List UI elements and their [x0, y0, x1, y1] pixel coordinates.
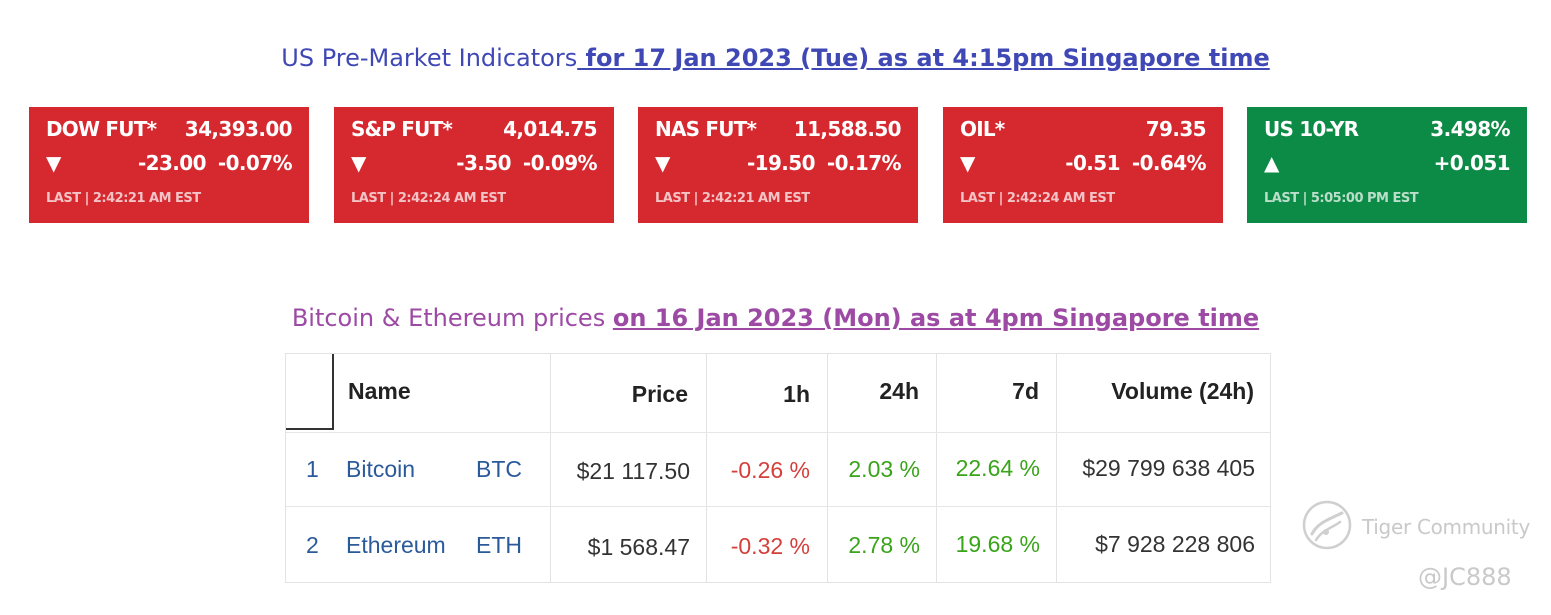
card-change: -23.00 — [137, 151, 207, 175]
row-rank: 2 — [306, 532, 319, 558]
card-price: 11,588.50 — [793, 117, 902, 141]
column-divider — [936, 354, 937, 582]
coin-change-7d: 22.64 % — [955, 455, 1040, 481]
header-1h[interactable]: 1h — [783, 381, 810, 407]
crypto-heading-plain: Bitcoin & Ethereum prices — [291, 304, 613, 332]
coin-ticker-link[interactable]: ETH — [476, 532, 522, 558]
card-last-updated: LAST | 2:42:24 AM EST — [351, 191, 506, 206]
coin-change-1h: -0.32 % — [730, 533, 810, 559]
coin-change-1h: -0.26 % — [730, 457, 810, 483]
down-arrow-icon: ▼ — [960, 151, 975, 175]
card-nasdaq-futures[interactable]: NAS FUT* 11,588.50 ▼ -19.50 -0.17% LAST | 2… — [638, 107, 918, 223]
watermark-brand: Tiger Community — [1362, 515, 1530, 539]
card-price: 79.35 — [1145, 117, 1207, 141]
row-divider — [286, 432, 1270, 433]
card-price: 34,393.00 — [184, 117, 293, 141]
crypto-heading: Bitcoin & Ethereum prices on 16 Jan 2023… — [0, 304, 1551, 332]
watermark-handle: @JC888 — [1418, 563, 1512, 591]
card-sp-futures[interactable]: S&P FUT* 4,014.75 ▼ -3.50 -0.09% LAST | 2:4… — [334, 107, 614, 223]
coin-name-link[interactable]: Ethereum — [346, 532, 446, 558]
card-change: +0.051 — [1433, 151, 1511, 175]
tiger-logo-icon — [1302, 500, 1352, 550]
coin-name-link[interactable]: Bitcoin — [346, 456, 416, 482]
header-7d[interactable]: 7d — [1012, 378, 1039, 404]
column-divider — [550, 354, 551, 582]
crypto-price-table: Name Price 1h 24h 7d Volume (24h) 1 Bitc… — [285, 353, 1271, 583]
card-price: 3.498% — [1430, 117, 1510, 141]
card-percent: -0.17% — [826, 151, 902, 175]
coin-price: $1 568.47 — [587, 534, 690, 560]
card-symbol: OIL* — [960, 117, 1005, 141]
card-percent: -0.07% — [217, 151, 293, 175]
card-symbol: S&P FUT* — [351, 117, 453, 141]
coin-change-24h: 2.78 % — [848, 532, 920, 558]
header-name[interactable]: Name — [348, 378, 411, 404]
coin-change-24h: 2.03 % — [848, 456, 920, 482]
premarket-heading: US Pre-Market Indicators for 17 Jan 2023… — [0, 44, 1551, 72]
card-oil[interactable]: OIL* 79.35 ▼ -0.51 -0.64% LAST | 2:42:24 AM… — [943, 107, 1223, 223]
header-volume[interactable]: Volume (24h) — [1111, 378, 1254, 404]
crypto-heading-date: on 16 Jan 2023 (Mon) as at 4pm Singapore… — [612, 304, 1260, 332]
column-divider — [1056, 354, 1057, 582]
card-last-updated: LAST | 2:42:24 AM EST — [960, 191, 1115, 206]
card-percent: -0.09% — [522, 151, 598, 175]
header-24h[interactable]: 24h — [879, 378, 919, 404]
card-last-updated: LAST | 2:42:21 AM EST — [655, 191, 810, 206]
coin-ticker-link[interactable]: BTC — [476, 456, 522, 482]
card-percent: -0.64% — [1131, 151, 1207, 175]
card-price: 4,014.75 — [503, 117, 598, 141]
premarket-heading-plain: US Pre-Market Indicators — [281, 44, 578, 72]
card-dow-futures[interactable]: DOW FUT* 34,393.00 ▼ -23.00 -0.07% LAST | 2… — [29, 107, 309, 223]
coin-change-7d: 19.68 % — [955, 531, 1040, 557]
down-arrow-icon: ▼ — [46, 151, 61, 175]
card-last-updated: LAST | 5:05:00 PM EST — [1264, 191, 1419, 206]
card-change: -3.50 — [456, 151, 511, 175]
down-arrow-icon: ▼ — [351, 151, 366, 175]
coin-price: $21 117.50 — [576, 458, 690, 484]
card-symbol: DOW FUT* — [46, 117, 157, 141]
card-us-10yr[interactable]: US 10-YR 3.498% ▲ +0.051 LAST | 5:05:00 PM… — [1247, 107, 1527, 223]
premarket-heading-date: for 17 Jan 2023 (Tue) as at 4:15pm Singa… — [577, 44, 1270, 72]
coin-volume: $7 928 228 806 — [1095, 531, 1255, 557]
card-change: -0.51 — [1065, 151, 1120, 175]
column-divider — [827, 354, 828, 582]
table-corner-border — [286, 428, 334, 430]
header-price[interactable]: Price — [631, 381, 688, 407]
card-change: -19.50 — [746, 151, 816, 175]
up-arrow-icon: ▲ — [1264, 151, 1279, 175]
down-arrow-icon: ▼ — [655, 151, 670, 175]
column-divider — [706, 354, 707, 582]
card-symbol: NAS FUT* — [655, 117, 757, 141]
card-symbol: US 10-YR — [1264, 117, 1359, 141]
row-rank: 1 — [306, 456, 319, 482]
table-corner-border — [332, 354, 334, 430]
card-last-updated: LAST | 2:42:21 AM EST — [46, 191, 201, 206]
row-divider — [286, 506, 1270, 507]
coin-volume: $29 799 638 405 — [1082, 455, 1255, 481]
